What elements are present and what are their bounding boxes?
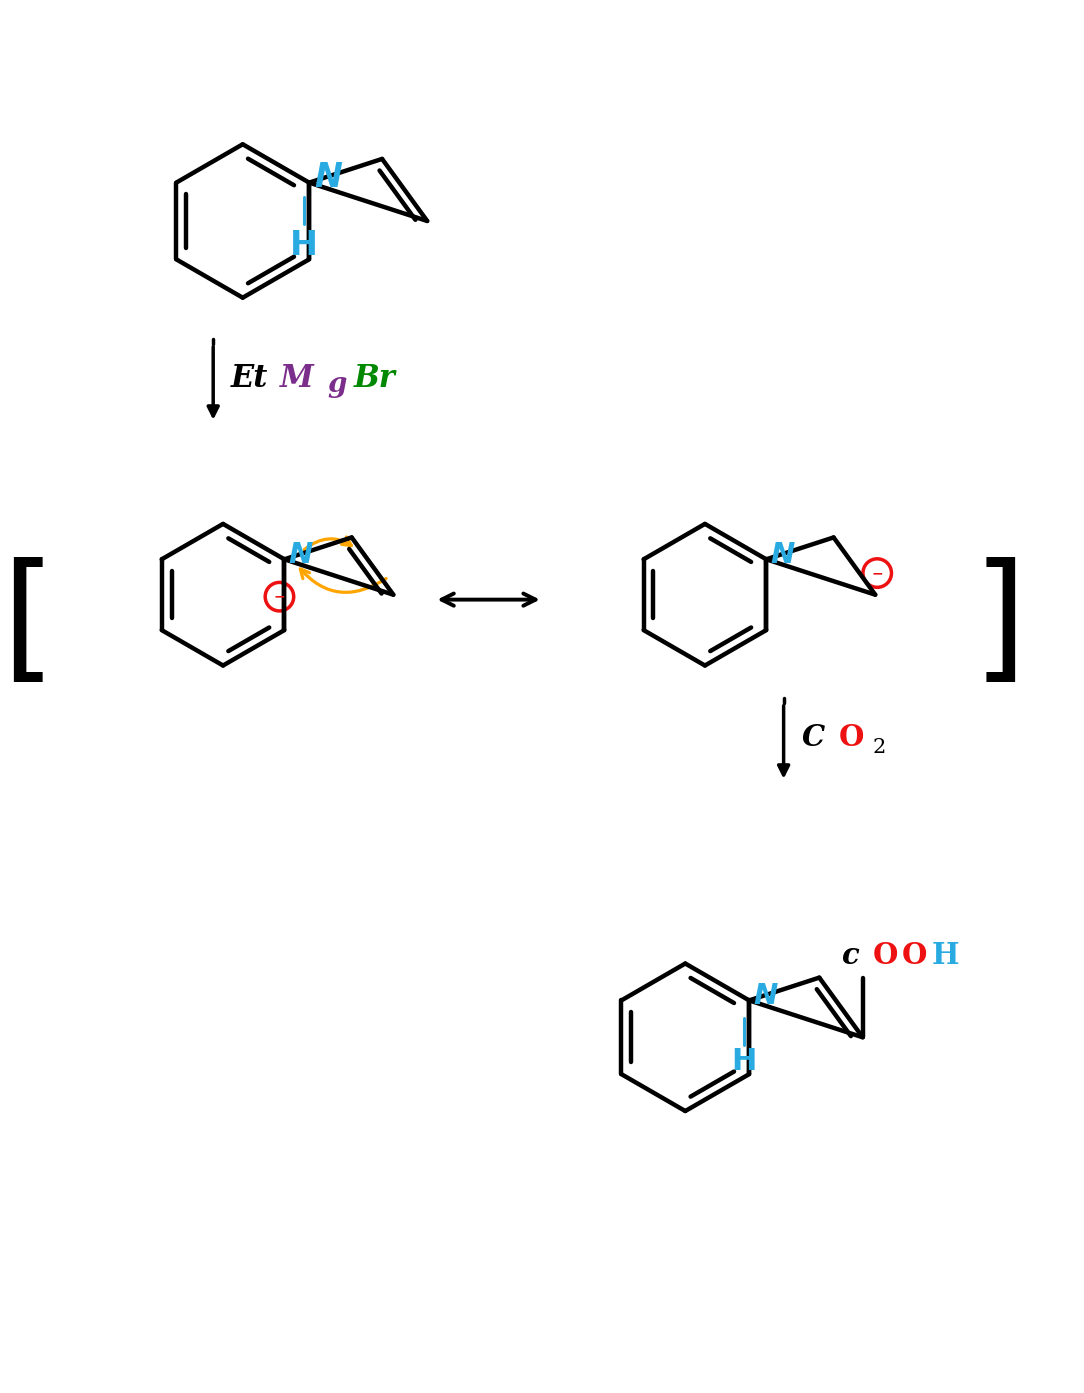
Text: O: O bbox=[839, 723, 864, 752]
Text: ]: ] bbox=[973, 557, 1027, 692]
Text: Br: Br bbox=[353, 362, 396, 394]
Text: H: H bbox=[732, 1048, 757, 1075]
FancyArrowPatch shape bbox=[305, 536, 351, 550]
Text: −: − bbox=[273, 589, 285, 603]
Text: O: O bbox=[902, 942, 928, 971]
Text: H: H bbox=[291, 228, 319, 262]
Text: 2: 2 bbox=[873, 738, 886, 756]
Text: g: g bbox=[327, 371, 347, 398]
Text: N: N bbox=[314, 162, 341, 194]
Text: [: [ bbox=[1, 557, 55, 692]
Text: C: C bbox=[801, 723, 825, 752]
Text: M: M bbox=[280, 362, 314, 394]
Text: Et: Et bbox=[231, 362, 268, 394]
Text: −: − bbox=[872, 566, 883, 579]
Text: N: N bbox=[753, 982, 777, 1010]
FancyArrowPatch shape bbox=[300, 568, 386, 592]
Text: H: H bbox=[931, 942, 959, 971]
Text: O: O bbox=[873, 942, 898, 971]
Text: c: c bbox=[841, 942, 859, 971]
Text: N: N bbox=[288, 542, 312, 570]
Text: N: N bbox=[771, 542, 795, 570]
